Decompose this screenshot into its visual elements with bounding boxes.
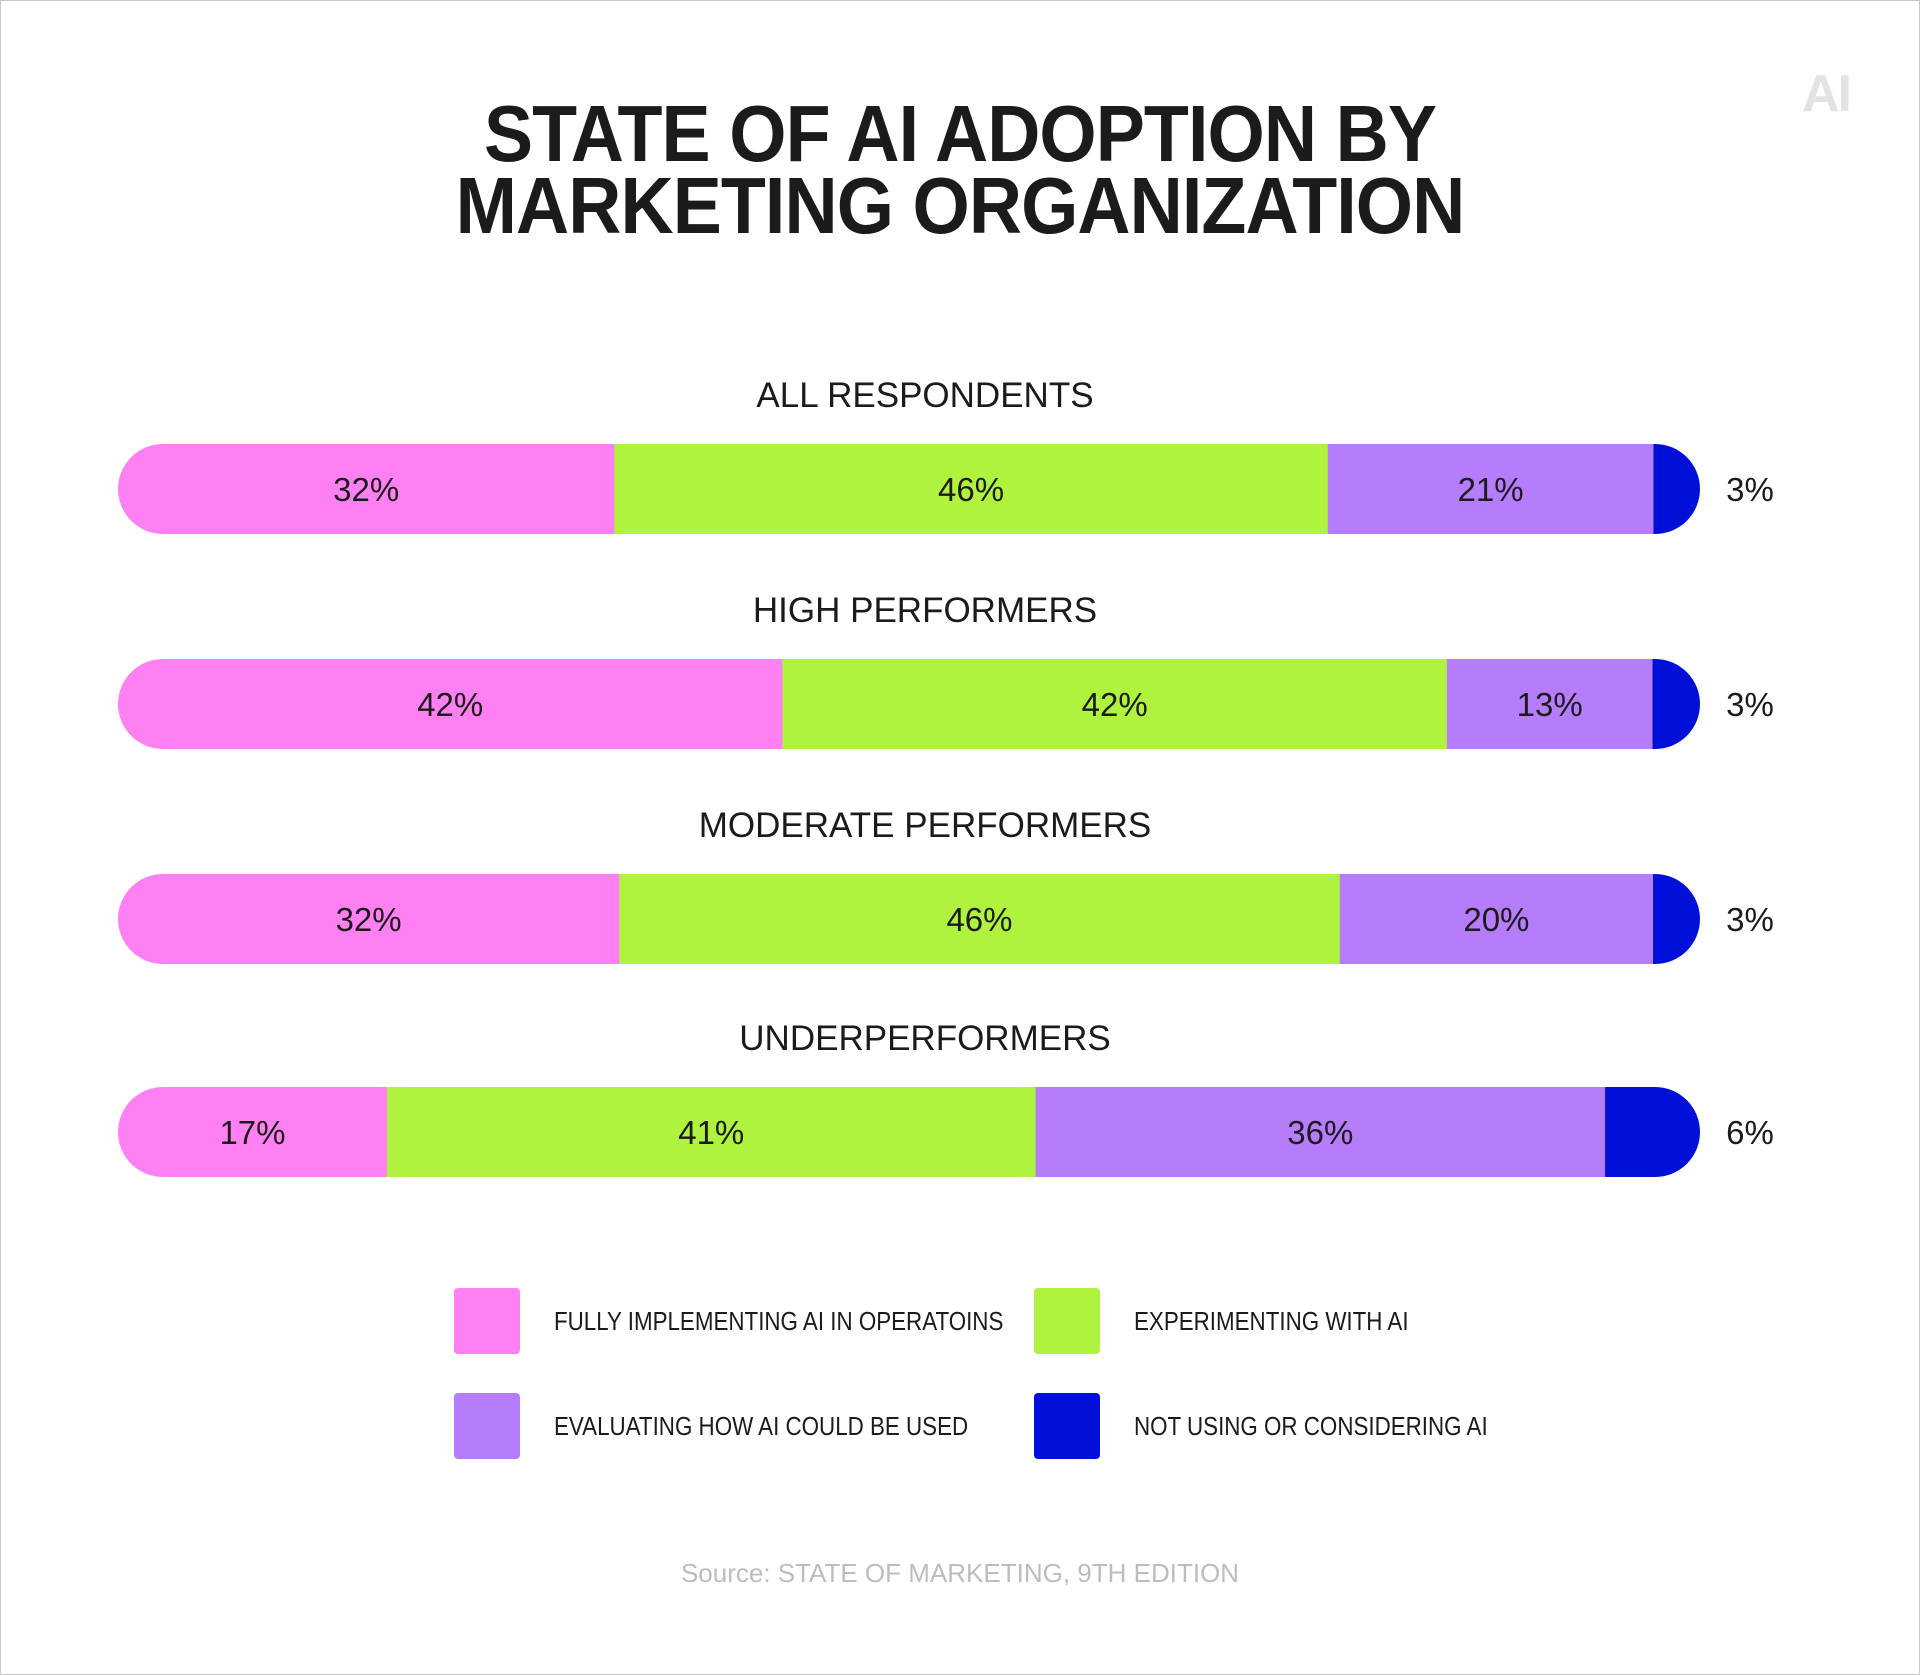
category-label: MODERATE PERFORMERS [699, 806, 1151, 845]
bar-segment-not-using [1652, 659, 1700, 749]
chart-title-line-1: STATE OF AI ADOPTION BY [484, 89, 1437, 178]
bar-segment-experimenting [782, 659, 1448, 749]
bar-segment-not-using [1653, 874, 1700, 964]
bar-segment-not-using [1605, 1087, 1700, 1177]
chart-title: STATE OF AI ADOPTION BY MARKETING ORGANI… [0, 89, 1920, 250]
ai-logo: AI [1802, 65, 1852, 123]
bar-segment-evaluating [1339, 874, 1654, 964]
source-note: Source: STATE OF MARKETING, 9TH EDITION [680, 1558, 1240, 1588]
legend-swatch-fully [454, 1288, 520, 1354]
data-label-fully: 32% [333, 471, 399, 508]
bar-segment-evaluating [1327, 444, 1654, 534]
legend-item-experimenting: EXPERIMENTING WITH AI [1034, 1288, 1453, 1354]
bar-segment-fully [118, 444, 615, 534]
data-label-not-using: 3% [1726, 471, 1774, 508]
legend-label-experimenting: EXPERIMENTING WITH AI [1134, 1305, 1409, 1336]
category-label: UNDERPERFORMERS [739, 1019, 1110, 1058]
data-label-fully: 42% [417, 686, 483, 723]
data-label-not-using: 6% [1726, 1114, 1774, 1151]
bar-row [118, 659, 1700, 749]
data-label-experimenting: 42% [1082, 686, 1148, 723]
legend-item-not-using: NOT USING OR CONSIDERING AI [1034, 1393, 1545, 1459]
data-label-experimenting: 46% [938, 471, 1004, 508]
legend-label-fully: FULLY IMPLEMENTING AI IN OPERATOINS [554, 1305, 1004, 1336]
data-label-evaluating: 20% [1463, 901, 1529, 938]
data-label-evaluating: 21% [1458, 471, 1524, 508]
bar-segment-fully [118, 874, 620, 964]
category-label: HIGH PERFORMERS [753, 591, 1097, 630]
data-label-not-using: 3% [1726, 686, 1774, 723]
data-label-fully: 32% [336, 901, 402, 938]
data-label-experimenting: 46% [946, 901, 1012, 938]
legend-swatch-evaluating [454, 1393, 520, 1459]
chart-title-line-2: MARKETING ORGANIZATION [455, 161, 1466, 250]
legend-swatch-not-using [1034, 1393, 1100, 1459]
bar-segment-fully [118, 1087, 388, 1177]
legend-swatch-experimenting [1034, 1288, 1100, 1354]
legend-item-evaluating: EVALUATING HOW AI COULD BE USED [454, 1393, 1036, 1459]
data-label-not-using: 3% [1726, 901, 1774, 938]
legend-item-fully: FULLY IMPLEMENTING AI IN OPERATOINS [454, 1288, 1077, 1354]
bar-segment-experimenting [386, 1087, 1037, 1177]
data-label-fully: 17% [219, 1114, 285, 1151]
bar-row [118, 874, 1700, 964]
bar-segment-experimenting [619, 874, 1341, 964]
bar-segment-fully [118, 659, 783, 749]
legend-label-not-using: NOT USING OR CONSIDERING AI [1134, 1410, 1488, 1441]
data-label-evaluating: 13% [1517, 686, 1583, 723]
bar-segment-evaluating [1446, 659, 1654, 749]
bar-row [118, 1087, 1700, 1177]
data-label-evaluating: 36% [1287, 1114, 1353, 1151]
bar-segment-experimenting [614, 444, 1329, 534]
bar-row [118, 444, 1700, 534]
bar-segment-evaluating [1035, 1087, 1606, 1177]
bar-segment-not-using [1653, 444, 1700, 534]
category-label: ALL RESPONDENTS [756, 376, 1093, 415]
legend-label-evaluating: EVALUATING HOW AI COULD BE USED [554, 1410, 969, 1441]
data-label-experimenting: 41% [678, 1114, 744, 1151]
